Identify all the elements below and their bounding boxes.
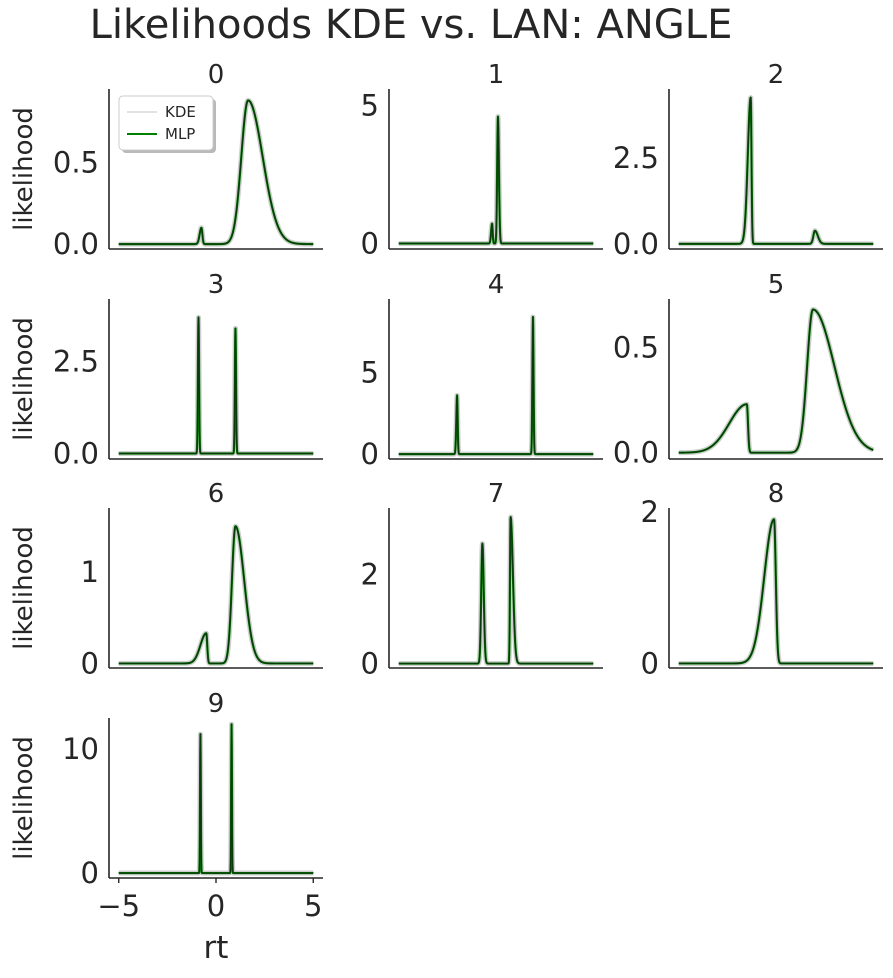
- kde-line-5: [676, 307, 876, 456]
- legend-kde-label: KDE: [165, 103, 196, 121]
- mlp-line-3: [117, 316, 315, 455]
- legend-mlp-label: MLP: [165, 125, 195, 143]
- overlay-line-8: [678, 518, 874, 665]
- mlp-line-7: [397, 515, 595, 665]
- y-axis-label: likelihood: [9, 317, 39, 441]
- y-tick-label: 0: [361, 226, 379, 260]
- subplot-title: 3: [208, 270, 225, 300]
- mlp-line-6: [117, 525, 315, 665]
- overlay-line-7: [398, 516, 594, 665]
- y-tick-label: 2.5: [613, 141, 659, 175]
- x-axis-label: rt: [204, 930, 229, 966]
- y-tick-label: 0: [361, 437, 379, 471]
- x-tick-label: 5: [304, 889, 322, 923]
- subplot-4: 4 0 5: [361, 270, 603, 471]
- mlp-line-4: [397, 315, 595, 456]
- overlay-line-9: [118, 723, 314, 874]
- subplot-title: 8: [768, 479, 785, 509]
- y-tick-label: 2: [361, 558, 379, 592]
- kde-line-4: [396, 314, 596, 457]
- y-tick-label: 1: [81, 555, 99, 589]
- kde-line-7: [396, 514, 596, 667]
- subplot-3: 3 0.0 2.5 likelihood: [9, 270, 323, 470]
- y-tick-label: 5: [361, 355, 379, 389]
- overlay-line-3: [118, 316, 314, 455]
- subplot-8: 8 0 2: [641, 479, 883, 680]
- overlay-line-1: [398, 115, 594, 245]
- y-tick-label: 0: [361, 647, 379, 681]
- subplot-1: 1 0 5: [361, 60, 603, 260]
- subplot-title: 1: [488, 60, 505, 90]
- kde-line-6: [116, 523, 316, 666]
- subplot-title: 2: [768, 60, 785, 90]
- y-tick-label: 0.5: [613, 330, 659, 364]
- legend-box: [118, 95, 214, 151]
- subplot-0: 0 0.0 0.5 likelihood KDE MLP: [9, 60, 323, 261]
- y-tick-label: 0.0: [53, 227, 99, 261]
- y-tick-label: 0: [81, 646, 99, 680]
- subplot-title: 6: [208, 479, 225, 509]
- overlay-line-5: [678, 308, 874, 454]
- y-tick-label: 0.0: [613, 227, 659, 261]
- mlp-line-2: [677, 96, 875, 245]
- subplot-title: 9: [208, 689, 225, 719]
- kde-line-9: [116, 721, 316, 876]
- y-tick-label: 0.5: [53, 145, 99, 179]
- y-axis-label: likelihood: [9, 107, 39, 231]
- figure-title: Likelihoods KDE vs. LAN: ANGLE: [90, 2, 733, 48]
- subplot-title: 4: [488, 270, 505, 300]
- y-tick-label: 5: [361, 89, 379, 123]
- kde-line-3: [116, 314, 316, 456]
- y-tick-label: 2.5: [53, 345, 99, 379]
- mlp-line-5: [677, 308, 875, 454]
- subplot-title: 5: [768, 270, 785, 300]
- y-tick-label: 0.0: [53, 436, 99, 470]
- y-axis-label: likelihood: [9, 526, 39, 650]
- legend: KDE MLP: [118, 95, 216, 153]
- overlay-line-6: [118, 525, 314, 665]
- y-tick-label: 10: [62, 732, 99, 766]
- x-tick-label: −5: [97, 889, 140, 923]
- overlay-line-0: [118, 99, 314, 245]
- y-tick-label: 0: [641, 646, 659, 680]
- overlay-line-4: [398, 316, 594, 455]
- kde-line-2: [676, 95, 876, 247]
- subplot-title: 0: [208, 60, 225, 90]
- subplot-7: 7 0 2: [361, 479, 603, 681]
- subplot-2: 2 0.0 2.5: [613, 60, 883, 261]
- y-tick-label: 2: [641, 495, 659, 529]
- subplot-5: 5 0.0 0.5: [613, 270, 883, 470]
- mlp-line-9: [117, 723, 315, 875]
- y-axis-label: likelihood: [9, 736, 39, 860]
- subplot-6: 6 0 1 likelihood: [9, 479, 323, 680]
- overlay-line-2: [678, 96, 874, 245]
- y-tick-label: 0.0: [613, 436, 659, 470]
- y-tick-label: 0: [81, 856, 99, 890]
- x-tick-label: 0: [207, 889, 225, 923]
- subplot-title: 7: [488, 479, 505, 509]
